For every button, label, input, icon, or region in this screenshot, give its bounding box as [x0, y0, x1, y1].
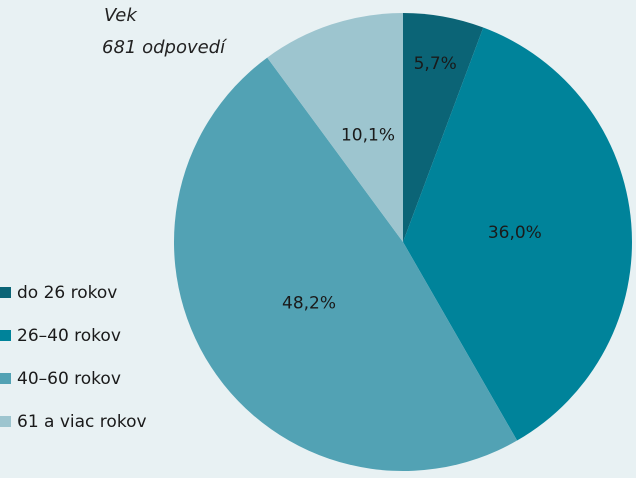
pie-slice: [173, 57, 518, 472]
slice-label: 48,2%: [282, 293, 336, 313]
pie-slice: [403, 13, 484, 242]
legend-label: 26–40 rokov: [17, 326, 121, 346]
legend-swatch: [0, 416, 11, 427]
slice-label: 10,1%: [341, 125, 395, 145]
pie-slice: [403, 27, 632, 441]
chart-title: Vek: [104, 5, 138, 26]
legend-label: do 26 rokov: [17, 283, 117, 303]
slice-label: 5,7%: [414, 54, 457, 74]
slice-label: 36,0%: [488, 223, 542, 243]
chart-subtitle: 681 odpovedí: [102, 37, 228, 58]
legend-swatch: [0, 287, 11, 298]
legend-swatch: [0, 373, 11, 384]
pie-slice: [267, 13, 403, 242]
legend-label: 61 a viac rokov: [17, 412, 147, 432]
legend-swatch: [0, 330, 11, 341]
legend-label: 40–60 rokov: [17, 369, 121, 389]
